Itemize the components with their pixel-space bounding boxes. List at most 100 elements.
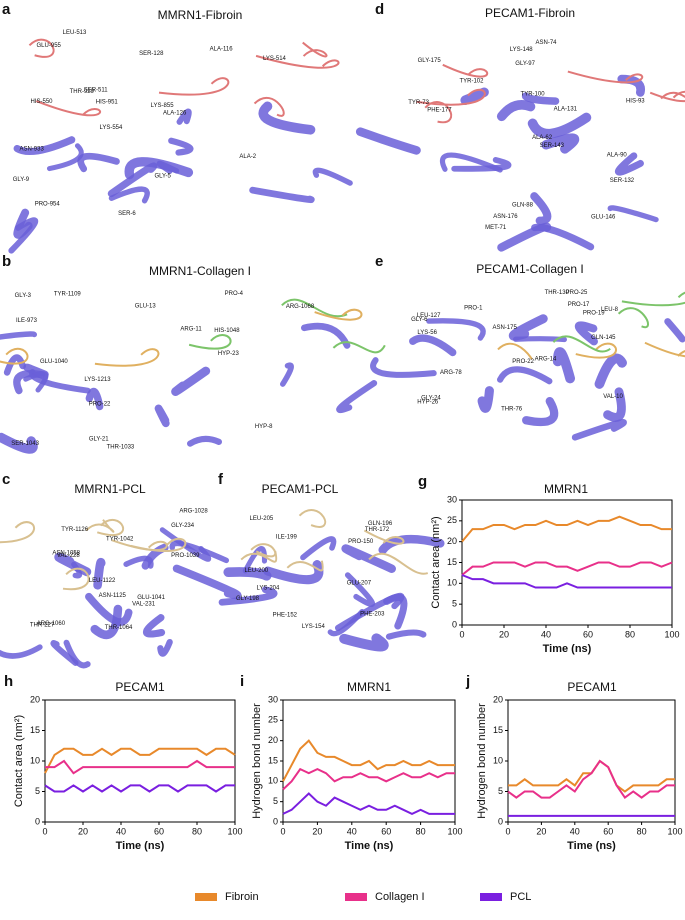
protein-ribbon — [607, 205, 659, 223]
series-line — [461, 515, 672, 543]
x-tick-label: 40 — [116, 826, 126, 836]
residue-label: HIS-951 — [96, 100, 119, 106]
residue-label: ALA-62 — [532, 135, 553, 141]
ligand-chain — [497, 342, 533, 360]
x-tick-label: 60 — [603, 826, 613, 836]
residue-label: PRO-19 — [583, 310, 605, 316]
residue-label: PRO-17 — [568, 302, 590, 308]
protein-ribbon — [13, 208, 33, 239]
residue-label: LEU-200 — [244, 568, 268, 574]
residue-label: HYP-8 — [255, 424, 273, 430]
series-line — [461, 561, 673, 576]
series-line — [282, 792, 455, 815]
residue-label: GLY-21 — [89, 437, 109, 443]
residue-label: LYS-855 — [151, 103, 175, 109]
protein-ribbon — [552, 347, 575, 384]
legend-label: Fibroin — [225, 891, 259, 903]
x-tick-label: 20 — [499, 629, 509, 639]
protein-ribbon — [50, 640, 79, 666]
residue-label: PHE-203 — [360, 612, 385, 618]
protein-ribbon — [154, 404, 170, 428]
x-tick-label: 20 — [78, 826, 88, 836]
protein-ribbon — [521, 92, 560, 105]
residue-label: PHE-177 — [427, 108, 452, 114]
x-tick-label: 40 — [570, 826, 580, 836]
panel-title: MMRN1-Fibroin — [158, 8, 243, 22]
x-tick-label: 80 — [625, 629, 635, 639]
residue-label: ASN-1058 — [52, 551, 80, 557]
y-tick-label: 10 — [30, 755, 40, 765]
protein-ribbon — [85, 387, 104, 411]
protein-ribbon — [497, 366, 553, 385]
residue-label: SER-128 — [139, 51, 164, 57]
residue-label: ALA-2 — [239, 154, 256, 160]
molecule-render — [0, 518, 230, 669]
residue-label: THR-1064 — [105, 625, 133, 631]
panel-letter: g — [418, 473, 427, 490]
residue-label: VAL-10 — [603, 394, 623, 400]
legend-label: Collagen I — [375, 891, 425, 903]
protein-ribbon — [107, 162, 158, 198]
ligand-chain — [660, 91, 685, 100]
y-tick-label: 0 — [498, 816, 503, 826]
protein-ribbon — [77, 152, 120, 173]
residue-label: GLY-175 — [418, 58, 442, 64]
plot-frame — [44, 699, 236, 823]
protein-ribbon — [334, 592, 405, 632]
x-tick-label: 40 — [347, 826, 357, 836]
protein-ribbon — [664, 318, 685, 343]
residue-label: SER-143 — [540, 143, 565, 149]
residue-label: ALA-116 — [210, 46, 234, 52]
y-tick-label: 10 — [268, 776, 278, 786]
residue-label: ALA-90 — [607, 152, 628, 158]
y-tick-label: 15 — [268, 755, 278, 765]
residue-label: TYR-1126 — [61, 527, 89, 533]
residue-label: ASN-175 — [492, 325, 517, 331]
protein-ribbon — [594, 353, 627, 389]
residue-label: GLY-234 — [171, 523, 195, 529]
ligand-chain — [363, 529, 405, 545]
residue-label: ASN-74 — [535, 40, 557, 46]
y-tick-label: 20 — [447, 536, 457, 546]
residue-label: GLN-196 — [368, 521, 393, 527]
protein-ribbon — [280, 362, 294, 387]
ligand-chain — [94, 348, 160, 367]
series-line — [507, 759, 675, 800]
y-tick-label: 10 — [493, 755, 503, 765]
x-tick-label: 100 — [664, 629, 679, 639]
molecule-render — [8, 38, 353, 254]
residue-label: TYR-1042 — [106, 537, 134, 543]
y-axis-label: Contact area (nm²) — [13, 715, 25, 807]
residue-label: GLU-955 — [37, 43, 62, 49]
y-tick-label: 20 — [268, 735, 278, 745]
panel-letter: d — [375, 1, 384, 18]
protein-ribbon — [603, 387, 626, 422]
x-tick-label: 0 — [505, 826, 510, 836]
residue-label: HYP-23 — [218, 351, 240, 357]
residue-label: PRO-4 — [225, 291, 244, 297]
residue-label: GLY-5 — [154, 174, 171, 180]
residue-label: GLU-146 — [591, 214, 616, 220]
protein-ribbon — [574, 321, 598, 346]
x-tick-label: 0 — [459, 629, 464, 639]
protein-ribbon — [176, 108, 192, 125]
protein-ribbon — [336, 380, 378, 414]
residue-label: LYS-204 — [256, 585, 280, 591]
protein-ribbon — [439, 152, 503, 173]
protein-ribbon — [258, 101, 316, 135]
protein-ribbon — [63, 639, 91, 669]
y-tick-label: 0 — [452, 619, 457, 629]
x-tick-label: 0 — [280, 826, 285, 836]
x-axis-label: Time (ns) — [345, 840, 394, 852]
protein-ribbon — [409, 334, 457, 357]
x-tick-label: 100 — [227, 826, 242, 836]
legend-swatch — [480, 893, 502, 901]
protein-ribbon — [496, 100, 536, 122]
chart-title: PECAM1 — [115, 680, 165, 694]
ligand-chain — [255, 54, 340, 69]
x-tick-label: 100 — [447, 826, 462, 836]
x-tick-label: 60 — [381, 826, 391, 836]
panel-title: PECAM1-Collagen I — [476, 262, 583, 276]
protein-ribbon — [46, 143, 84, 172]
series-line — [44, 747, 236, 774]
